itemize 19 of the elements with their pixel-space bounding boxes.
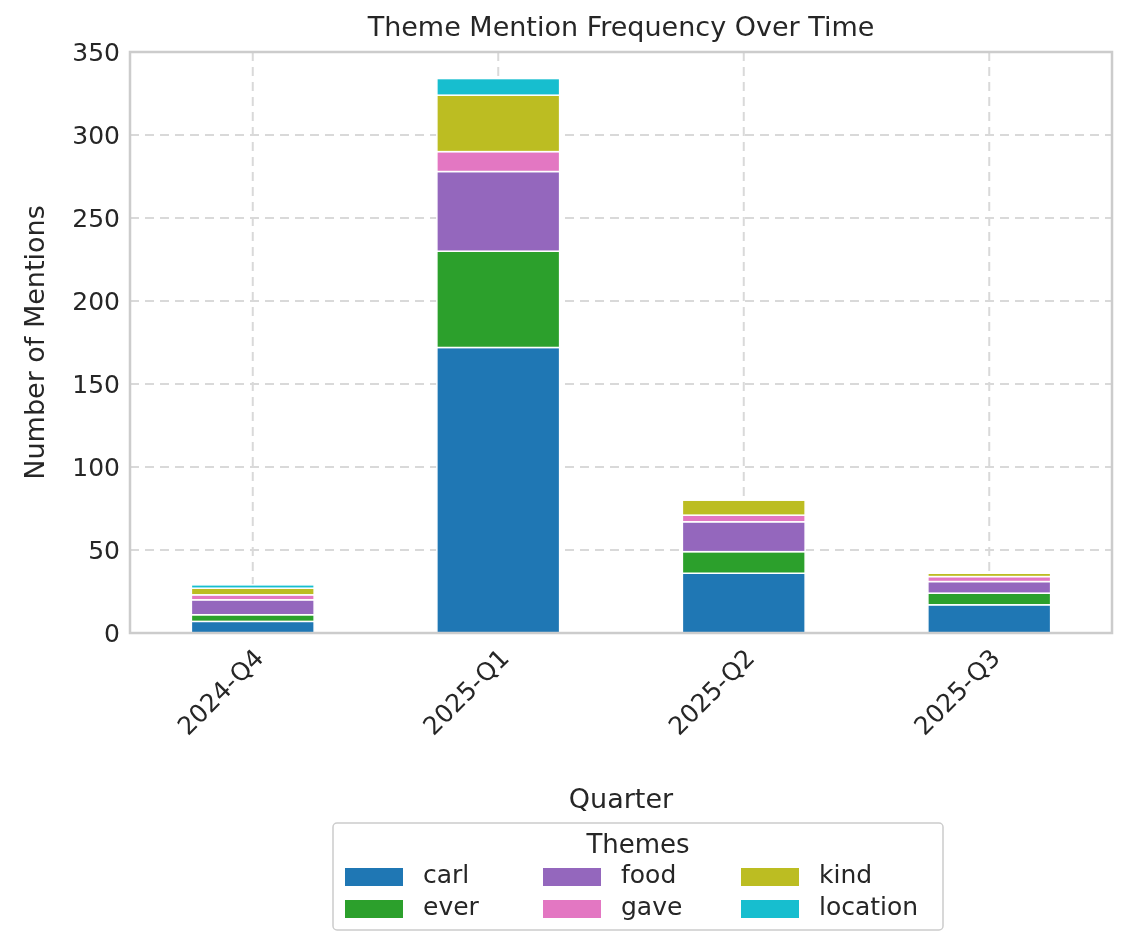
legend-title: Themes [585,829,690,859]
legend-label: ever [423,892,480,921]
legend-label: gave [621,892,683,921]
y-tick-label: 150 [72,369,120,399]
y-axis-title: Number of Mentions [19,205,50,480]
y-tick-label: 350 [72,37,120,67]
legend-label: location [819,892,919,921]
chart-title: Theme Mention Frequency Over Time [366,11,875,42]
y-tick-label: 200 [72,286,120,316]
legend-label: carl [423,860,470,889]
y-tick-label: 0 [104,618,120,648]
y-tick-label: 300 [72,120,120,150]
y-tick-label: 50 [88,535,120,565]
y-tick-label: 100 [72,452,120,482]
x-axis-title: Quarter [568,783,675,814]
y-tick-label: 250 [72,203,120,233]
legend-label: kind [819,860,873,889]
bar [927,572,1052,578]
legend-label: food [621,860,677,889]
